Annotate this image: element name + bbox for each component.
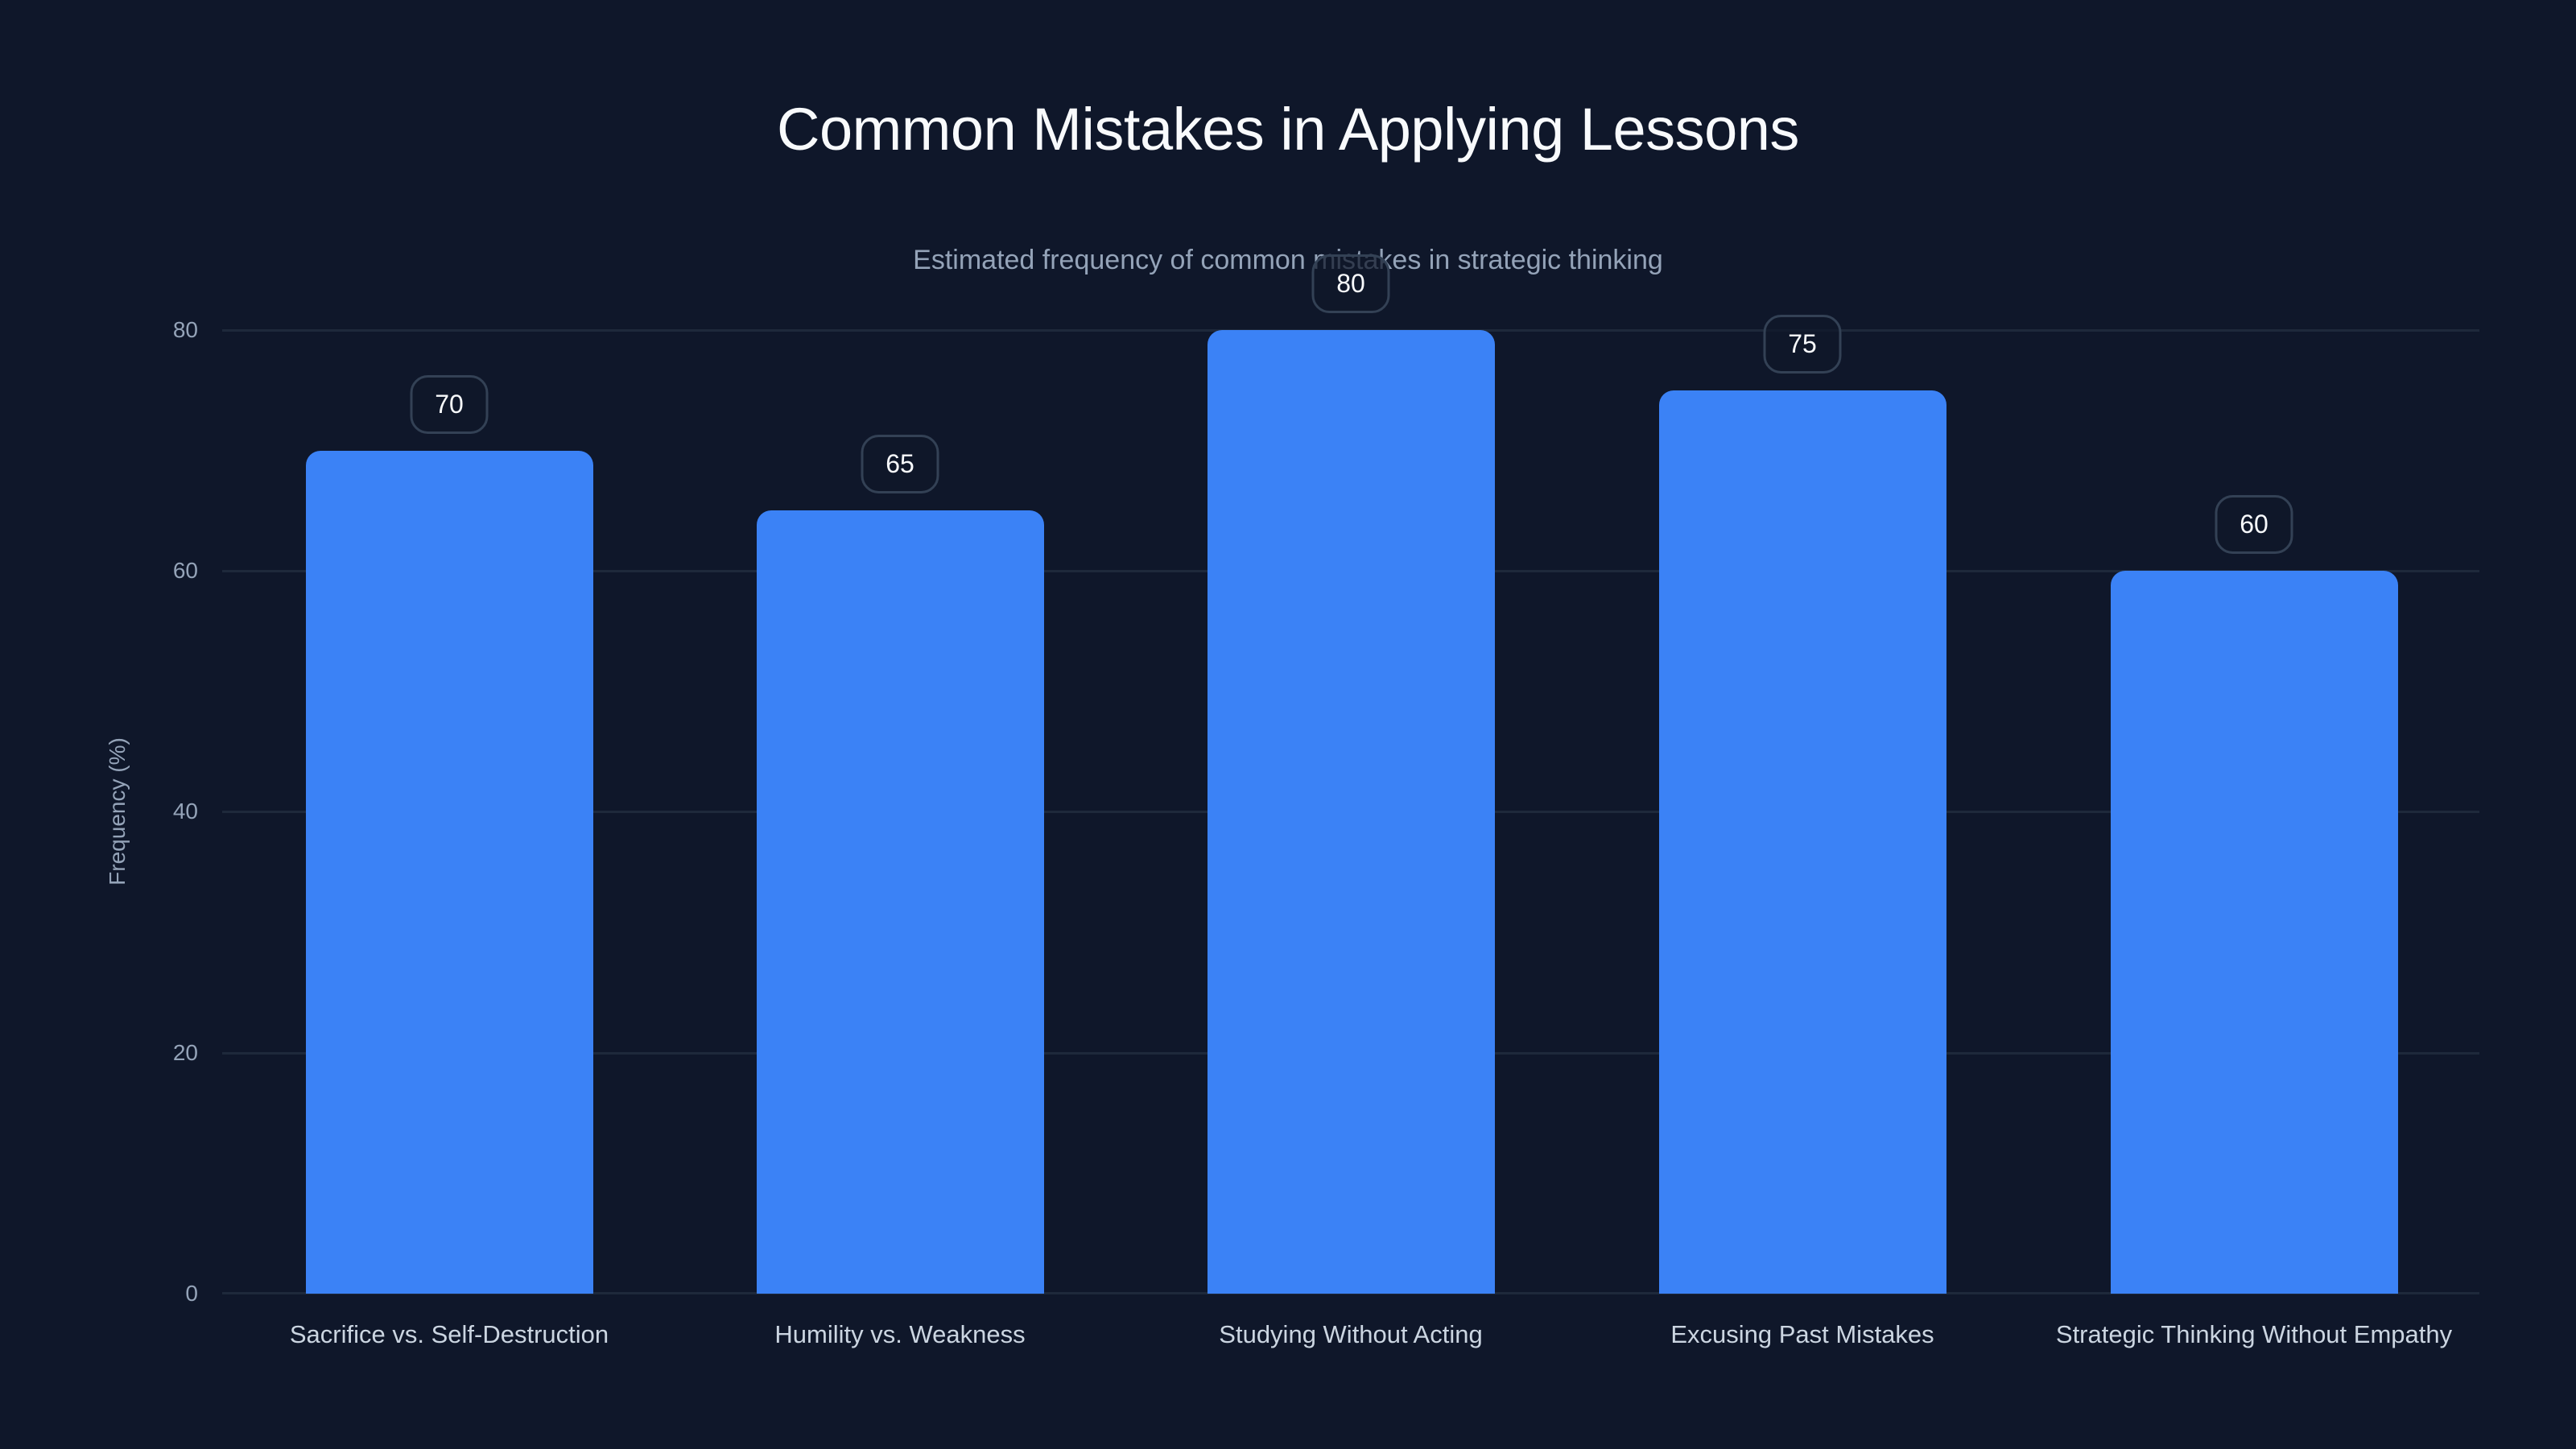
y-tick-20: 20 xyxy=(172,1040,198,1065)
bar-2 xyxy=(1207,330,1495,1294)
y-axis-title: Frequency (%) xyxy=(105,737,130,886)
bar-3 xyxy=(1658,390,1946,1294)
value-label: 80 xyxy=(1311,254,1390,313)
value-label: 65 xyxy=(861,435,939,494)
x-tick-label: Studying Without Acting xyxy=(1219,1320,1483,1348)
y-tick-80: 80 xyxy=(172,317,198,342)
y-tick-40: 40 xyxy=(172,799,198,824)
plot-area xyxy=(222,329,2479,1294)
value-label: 75 xyxy=(1763,314,1842,374)
bar-4 xyxy=(2110,571,2398,1294)
value-label: 70 xyxy=(410,374,489,434)
y-tick-60: 60 xyxy=(172,558,198,583)
chart-subtitle: Estimated frequency of common mistakes i… xyxy=(913,245,1663,275)
x-tick-label: Sacrifice vs. Self-Destruction xyxy=(289,1320,609,1348)
chart-title: Common Mistakes in Applying Lessons xyxy=(777,96,1799,163)
x-tick-label: Strategic Thinking Without Empathy xyxy=(2055,1320,2453,1348)
y-tick-0: 0 xyxy=(185,1281,198,1306)
x-tick-label: Humility vs. Weakness xyxy=(774,1320,1026,1348)
x-tick-label: Excusing Past Mistakes xyxy=(1670,1320,1934,1348)
bar-0 xyxy=(305,450,593,1294)
value-label: 60 xyxy=(2215,495,2293,555)
bar-1 xyxy=(756,510,1044,1294)
